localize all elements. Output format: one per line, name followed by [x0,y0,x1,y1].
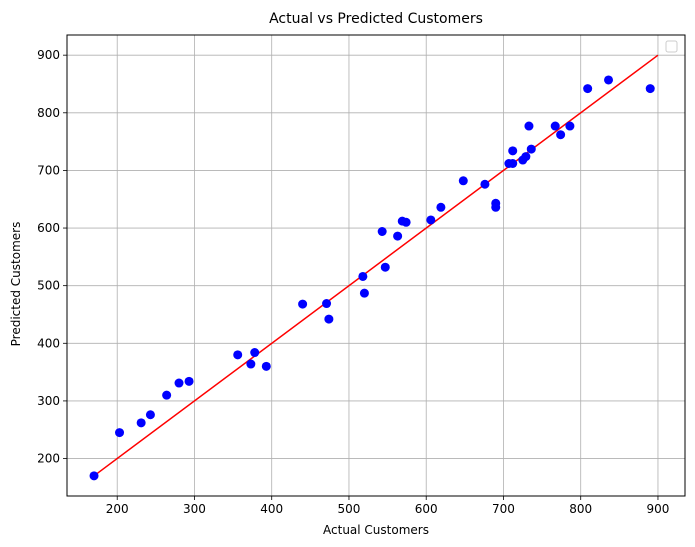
y-tick-label: 900 [37,48,60,62]
chart-title: Actual vs Predicted Customers [269,11,483,27]
data-point [583,84,593,94]
data-point [89,471,99,481]
data-point [524,121,534,131]
data-point [322,299,332,309]
data-point [233,350,243,360]
plot-frame [66,34,686,497]
data-point [246,359,256,369]
x-tick-label: 800 [569,502,592,516]
y-tick-label: 400 [37,336,60,350]
data-point [508,146,518,156]
data-point [380,262,390,272]
data-point [261,361,271,371]
x-tick-label: 600 [415,502,438,516]
data-point [136,418,146,428]
data-point [250,348,260,358]
points-layer [89,75,655,481]
data-point [458,176,468,186]
x-tick-label: 700 [492,502,515,516]
data-point [145,410,155,420]
x-tick-label: 300 [183,502,206,516]
reference-line [93,54,659,477]
data-point [491,202,501,212]
data-point [115,428,125,438]
data-point [358,271,368,281]
data-point [426,215,436,225]
y-tick-label: 300 [37,394,60,408]
data-point [184,376,194,386]
legend-box [665,40,678,53]
data-point [162,390,172,400]
data-point [526,144,536,154]
x-tick-label: 900 [647,502,670,516]
x-tick-label: 400 [260,502,283,516]
data-point [401,217,411,227]
data-point [480,179,490,189]
data-point [508,159,518,169]
data-point [174,378,184,388]
y-tick-label: 600 [37,221,60,235]
y-tick-label: 200 [37,452,60,466]
data-point [645,84,655,94]
data-point [359,288,369,298]
data-point [565,121,575,131]
data-point [324,314,334,324]
x-axis-label: Actual Customers [323,523,429,537]
data-point [298,299,308,309]
y-tick-label: 700 [37,163,60,177]
y-tick-label: 500 [37,279,60,293]
y-axis-label: Predicted Customers [9,222,23,347]
data-point [377,227,387,237]
reference-line-layer [93,54,659,477]
x-tick-label: 500 [338,502,361,516]
data-point [550,121,560,131]
axis-ticks: 200 300 400 500 600 700 800 900 200 300 400 500 600 7… [37,48,669,516]
data-point [521,152,531,162]
data-point [436,202,446,212]
y-tick-label: 800 [37,106,60,120]
data-point [393,231,403,241]
x-tick-label: 200 [106,502,129,516]
data-point [556,130,566,140]
grid [67,35,685,496]
data-point [604,75,614,85]
